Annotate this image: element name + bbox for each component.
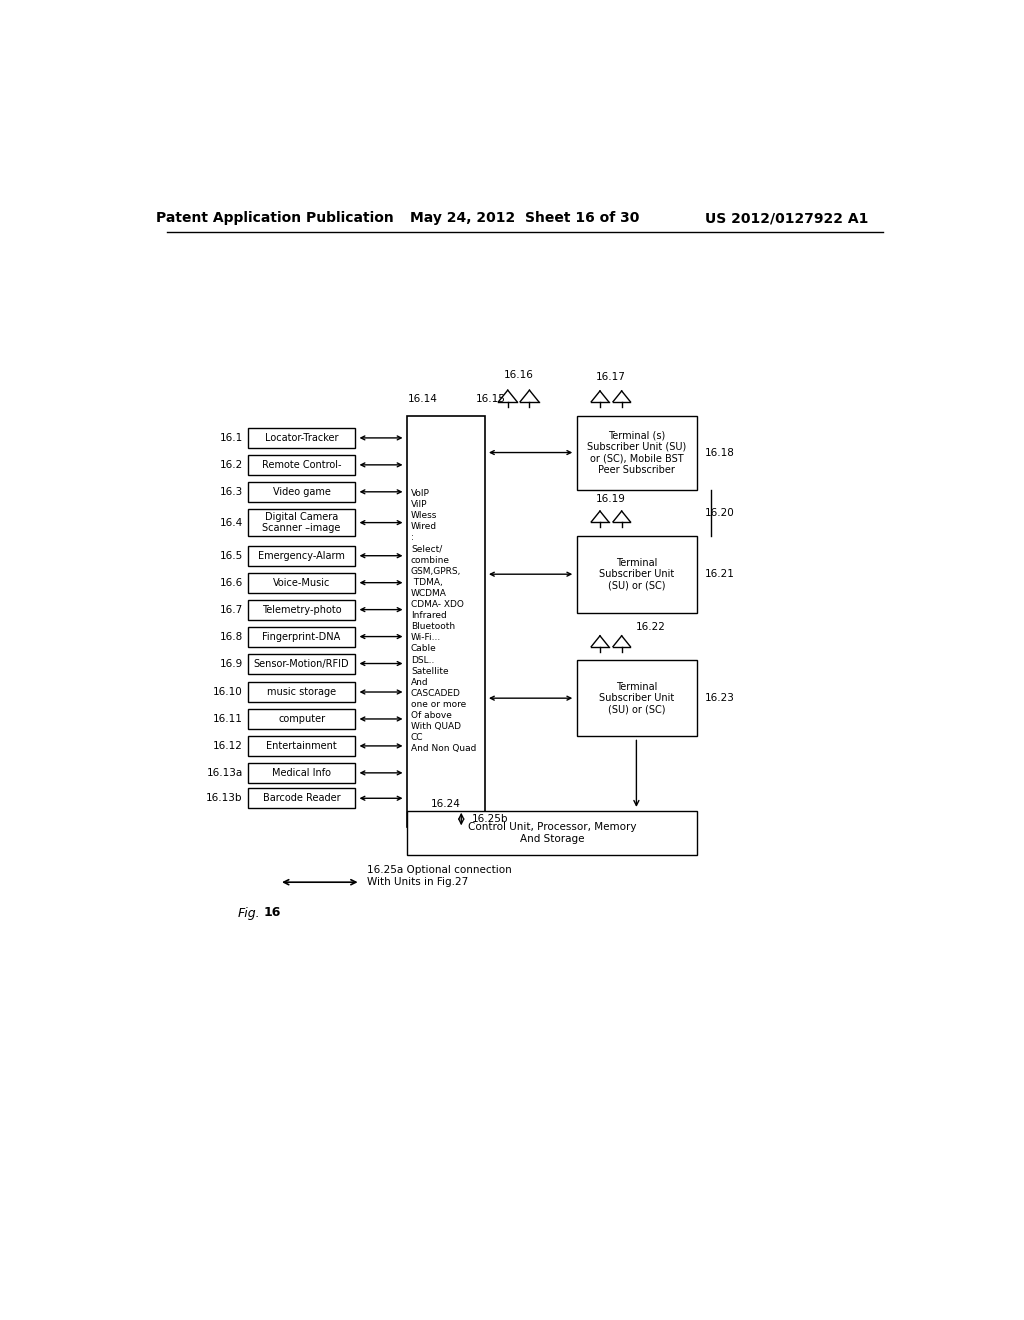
- Text: Patent Application Publication: Patent Application Publication: [157, 211, 394, 226]
- Text: Video game: Video game: [272, 487, 331, 496]
- Text: 16.15: 16.15: [476, 393, 506, 404]
- Text: 16.13a: 16.13a: [207, 768, 243, 777]
- Text: Emergency-Alarm: Emergency-Alarm: [258, 550, 345, 561]
- Text: 16.25a Optional connection
With Units in Fig.27: 16.25a Optional connection With Units in…: [367, 865, 511, 887]
- Bar: [577, 660, 697, 737]
- Text: 16.14: 16.14: [408, 393, 437, 404]
- Text: 16.11: 16.11: [213, 714, 243, 723]
- Text: 16.5: 16.5: [219, 550, 243, 561]
- Text: Terminal
Subscriber Unit
(SU) or (SC): Terminal Subscriber Unit (SU) or (SC): [599, 557, 674, 591]
- Bar: [248, 627, 355, 647]
- Text: 16.21: 16.21: [705, 569, 734, 579]
- Text: Voice-Music: Voice-Music: [273, 578, 331, 587]
- Text: VoIP
ViIP
Wless
Wired
:
Select/
combine
GSM,GPRS,
 TDMA,
WCDMA
CDMA- XDO
Infrare: VoIP ViIP Wless Wired : Select/ combine …: [411, 488, 476, 754]
- Text: 16.18: 16.18: [705, 447, 734, 458]
- Text: 16.6: 16.6: [219, 578, 243, 587]
- Text: 16.1: 16.1: [219, 433, 243, 444]
- Bar: [248, 428, 355, 447]
- Text: 16.22: 16.22: [636, 622, 666, 631]
- Text: Medical Info: Medical Info: [272, 768, 331, 777]
- Bar: [248, 455, 355, 475]
- Text: Remote Control-: Remote Control-: [262, 459, 341, 470]
- Text: music storage: music storage: [267, 686, 336, 697]
- Text: 16.17: 16.17: [596, 372, 626, 381]
- Text: Digital Camera
Scanner –image: Digital Camera Scanner –image: [262, 512, 341, 533]
- Text: Sensor-Motion/RFID: Sensor-Motion/RFID: [254, 659, 349, 668]
- Bar: [577, 536, 697, 612]
- Bar: [248, 682, 355, 702]
- Bar: [248, 545, 355, 566]
- Text: Control Unit, Processor, Memory
And Storage: Control Unit, Processor, Memory And Stor…: [468, 822, 636, 843]
- Bar: [577, 416, 697, 490]
- Text: Locator-Tracker: Locator-Tracker: [265, 433, 338, 444]
- Text: 16.7: 16.7: [219, 605, 243, 615]
- Text: Telemetry-photo: Telemetry-photo: [262, 605, 341, 615]
- Text: May 24, 2012  Sheet 16 of 30: May 24, 2012 Sheet 16 of 30: [411, 211, 639, 226]
- Bar: [407, 812, 697, 855]
- Text: 16: 16: [263, 907, 281, 920]
- Text: 16.8: 16.8: [219, 631, 243, 642]
- Bar: [248, 737, 355, 756]
- Text: 16.16: 16.16: [504, 370, 534, 380]
- Text: 16.19: 16.19: [596, 494, 626, 504]
- Text: Fingerprint-DNA: Fingerprint-DNA: [262, 631, 341, 642]
- Text: 16.10: 16.10: [213, 686, 243, 697]
- Bar: [407, 416, 484, 826]
- Text: 16.20: 16.20: [705, 508, 734, 517]
- Text: Terminal
Subscriber Unit
(SU) or (SC): Terminal Subscriber Unit (SU) or (SC): [599, 681, 674, 714]
- Bar: [248, 573, 355, 593]
- Text: 16.23: 16.23: [705, 693, 734, 704]
- Text: 16.2: 16.2: [219, 459, 243, 470]
- Bar: [248, 788, 355, 808]
- Text: 16.13b: 16.13b: [206, 793, 243, 804]
- Bar: [248, 482, 355, 502]
- Text: 16.3: 16.3: [219, 487, 243, 496]
- Text: 16.4: 16.4: [219, 517, 243, 528]
- Text: computer: computer: [279, 714, 326, 723]
- Text: Barcode Reader: Barcode Reader: [263, 793, 340, 804]
- Text: 16.25b: 16.25b: [472, 814, 509, 824]
- Bar: [248, 709, 355, 729]
- Bar: [248, 599, 355, 619]
- Text: 16.12: 16.12: [213, 741, 243, 751]
- Bar: [248, 508, 355, 536]
- Bar: [248, 653, 355, 673]
- Text: Entertainment: Entertainment: [266, 741, 337, 751]
- Bar: [248, 763, 355, 783]
- Text: 16.9: 16.9: [219, 659, 243, 668]
- Text: Fig.: Fig.: [238, 907, 261, 920]
- Text: US 2012/0127922 A1: US 2012/0127922 A1: [706, 211, 868, 226]
- Text: Terminal (s)
Subscriber Unit (SU)
or (SC), Mobile BST
Peer Subscriber: Terminal (s) Subscriber Unit (SU) or (SC…: [587, 430, 686, 475]
- Text: 16.24: 16.24: [431, 799, 461, 809]
